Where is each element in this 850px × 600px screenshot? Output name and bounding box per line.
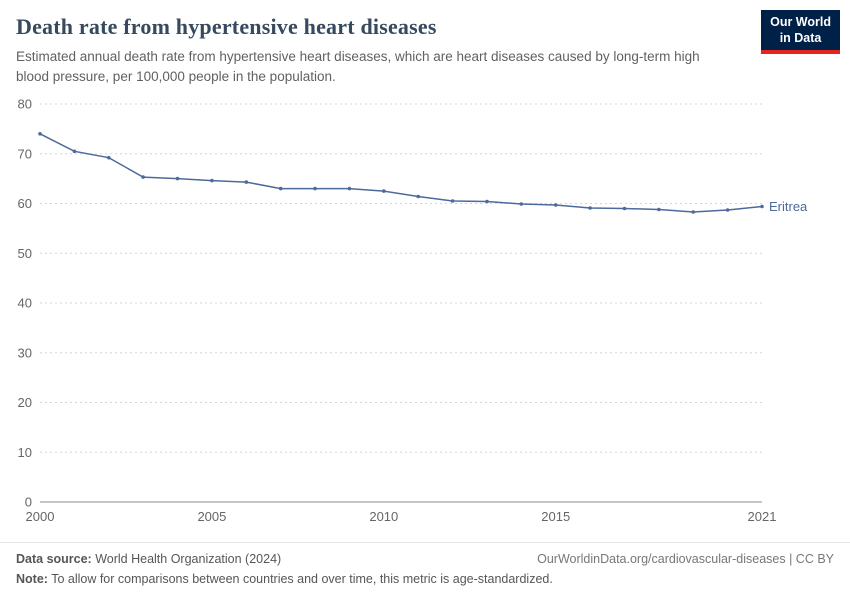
y-tick-label: 80 xyxy=(18,97,32,112)
owid-logo[interactable]: Our World in Data xyxy=(761,10,840,55)
x-tick-label: 2010 xyxy=(369,509,398,524)
data-point[interactable] xyxy=(416,194,421,199)
chart-footer: Data source: World Health Organization (… xyxy=(0,542,850,586)
y-tick-label: 50 xyxy=(18,246,32,261)
owid-logo-line2: in Data xyxy=(779,30,822,45)
note-label: Note: xyxy=(16,572,48,586)
data-source-label: Data source: xyxy=(16,552,92,566)
x-tick-label: 2015 xyxy=(541,509,570,524)
data-point[interactable] xyxy=(553,203,558,207)
y-tick-label: 20 xyxy=(18,395,32,410)
y-tick-label: 70 xyxy=(18,146,32,161)
data-point[interactable] xyxy=(244,180,249,185)
data-point[interactable] xyxy=(485,199,489,204)
page-title: Death rate from hypertensive heart disea… xyxy=(16,14,437,39)
owid-logo-line1: Our World xyxy=(770,15,831,29)
data-point[interactable] xyxy=(588,206,592,210)
x-tick-label: 2021 xyxy=(748,509,777,524)
data-point[interactable] xyxy=(760,204,764,209)
data-point[interactable] xyxy=(210,178,214,183)
y-tick-label: 30 xyxy=(18,345,32,360)
y-tick-label: 10 xyxy=(18,445,32,460)
x-tick-label: 2005 xyxy=(197,509,226,524)
data-point[interactable] xyxy=(725,208,730,212)
data-point[interactable] xyxy=(38,132,42,136)
y-tick-label: 0 xyxy=(25,495,32,510)
data-point[interactable] xyxy=(450,199,455,203)
chart-subtitle: Estimated annual death rate from hyperte… xyxy=(16,49,700,84)
data-point[interactable] xyxy=(691,210,695,214)
owid-url-link[interactable]: OurWorldinData.org/cardiovascular-diseas… xyxy=(537,552,834,566)
data-point[interactable] xyxy=(382,189,386,194)
x-tick-label: 2000 xyxy=(26,509,55,524)
data-source-value: World Health Organization (2024) xyxy=(91,552,282,566)
data-point[interactable] xyxy=(313,186,317,191)
data-point[interactable] xyxy=(278,186,283,191)
chart-header: Death rate from hypertensive heart disea… xyxy=(0,0,850,86)
chart-svg: 0 10 20 30 40 50 60 70 80 2000 2005 2010 2015 2021 Eri… xyxy=(18,97,809,525)
data-point[interactable] xyxy=(657,207,661,212)
note-value: To allow for comparisons between countri… xyxy=(47,572,553,586)
y-tick-label: 40 xyxy=(18,296,32,311)
data-point[interactable] xyxy=(72,149,77,154)
data-point[interactable] xyxy=(622,206,627,211)
chart-note: Note: To allow for comparisons between c… xyxy=(16,572,834,586)
data-point[interactable] xyxy=(175,176,180,181)
data-point[interactable] xyxy=(107,156,111,160)
data-source: Data source: World Health Organization (… xyxy=(16,552,281,566)
data-point[interactable] xyxy=(347,186,352,191)
data-point[interactable] xyxy=(141,175,145,180)
series-end-label[interactable]: Eritrea xyxy=(769,199,808,214)
line-chart: 0 10 20 30 40 50 60 70 80 2000 2005 2010 2015 2021 Eri… xyxy=(0,88,850,530)
y-tick-label: 60 xyxy=(18,196,32,211)
data-point[interactable] xyxy=(519,202,524,206)
chart-line[interactable] xyxy=(39,133,763,213)
